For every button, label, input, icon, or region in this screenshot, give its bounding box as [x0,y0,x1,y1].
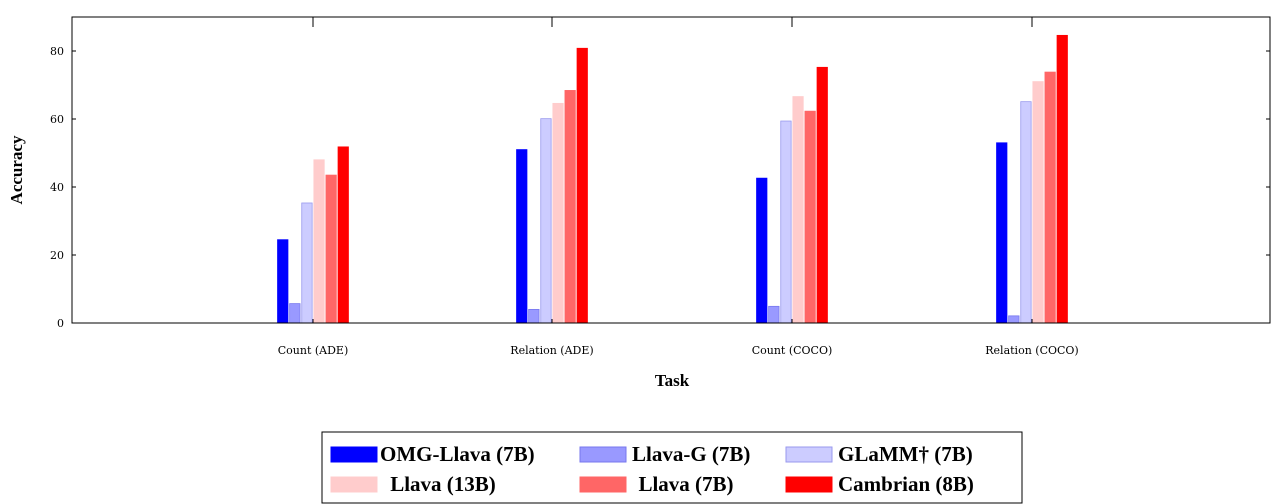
legend-label-3: Llava (13B) [390,472,496,496]
legend-label-4: Llava (7B) [638,472,733,496]
x-axis-label: Task [655,371,690,390]
y-tick-label-3: 60 [50,113,64,126]
bar-s3-c3 [1032,81,1044,324]
bar-s0-c2 [756,177,768,324]
legend-label-1: Llava-G (7B) [632,442,750,466]
legend-swatch-5 [785,476,833,493]
bar-s2-c3 [1020,101,1032,324]
bar-s4-c0 [325,174,337,324]
axes-layer: 0 20 40 60 80 Count (ADE) Relation (ADE) Count … [50,17,1270,357]
legend-label-5: Cambrian (8B) [838,472,974,496]
legend-label-0: OMG-Llava (7B) [380,442,535,466]
y-tick-label-4: 80 [50,45,64,58]
legend-swatch-1 [579,446,627,463]
bars-layer [277,34,1068,324]
bar-s1-c2 [768,305,780,324]
plot-frame [71,16,1271,324]
bar-s3-c0 [313,159,325,324]
x-tick-label-3: Relation (COCO) [985,344,1078,357]
legend-swatch-3 [330,476,378,493]
bar-s5-c0 [337,146,349,324]
legend-label-2: GLaMM† (7B) [838,442,973,466]
legend-frame [321,431,1023,504]
legend: OMG-Llava (7B) Llava-G (7B) GLaMM† (7B) Lla… [321,431,1023,504]
x-tick-label-1: Relation (ADE) [510,344,593,357]
bar-s4-c1 [564,90,576,324]
bar-s2-c0 [301,202,313,324]
y-tick-label-1: 20 [50,249,64,262]
bar-s1-c3 [1008,315,1020,324]
x-tick-label-2: Count (COCO) [752,344,833,357]
bar-s1-c1 [528,308,540,324]
bar-s3-c2 [792,96,804,324]
bar-s1-c0 [289,303,301,324]
bar-s3-c1 [552,102,564,324]
bar-s5-c3 [1056,34,1068,324]
bar-s4-c3 [1044,71,1056,324]
bar-s0-c0 [277,239,289,324]
y-axis-label: Accuracy [7,135,26,204]
bar-s0-c3 [996,142,1008,324]
y-tick-label-2: 40 [50,181,64,194]
bar-s5-c2 [816,66,828,324]
bar-s5-c1 [576,47,588,324]
bar-s2-c2 [780,120,792,324]
legend-swatch-4 [579,476,627,493]
bar-s2-c1 [540,118,552,324]
x-tick-label-0: Count (ADE) [278,344,349,357]
bar-s0-c1 [516,149,528,324]
bar-s4-c2 [804,110,816,324]
legend-swatch-2 [785,446,833,463]
y-tick-label-0: 0 [57,317,64,330]
legend-swatch-0 [330,446,378,463]
